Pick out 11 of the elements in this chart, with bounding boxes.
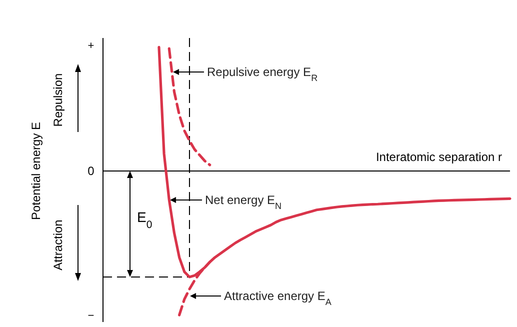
text: + xyxy=(88,40,94,52)
annotation: E$_{0}$ xyxy=(137,208,152,231)
text: Attractive energy E$_{A}$ xyxy=(224,289,332,307)
text: Repulsive energy E$_{R}$ xyxy=(207,65,318,83)
x-axis-title: Interatomic separation r xyxy=(376,150,502,164)
text: − xyxy=(88,310,94,322)
y-axis-title: Potential energy E xyxy=(29,122,43,220)
series-label: Net energy E$_{N}$ xyxy=(205,193,282,211)
text: 0 xyxy=(88,164,95,178)
text: Repulsion xyxy=(51,73,65,127)
text: Attraction xyxy=(51,220,65,270)
